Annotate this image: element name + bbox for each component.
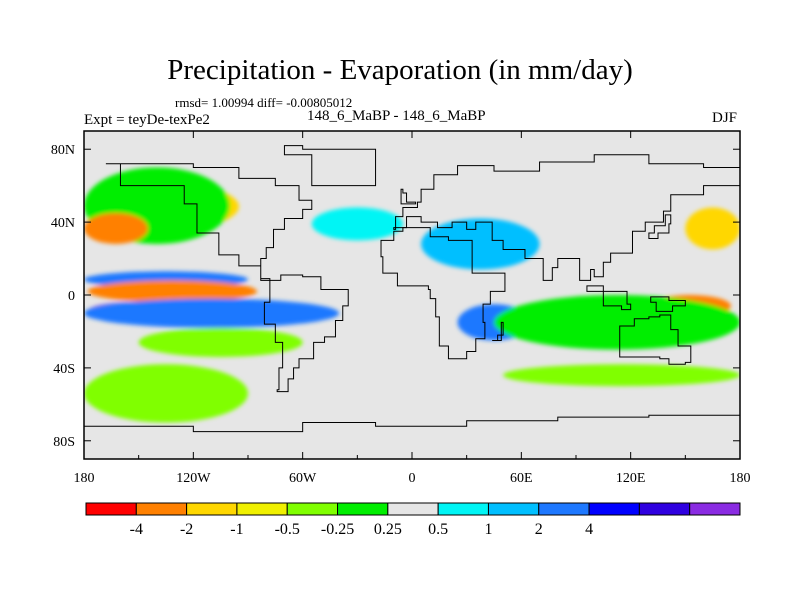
y-tick-label: 40N (51, 216, 75, 231)
x-tick-label: 120W (176, 471, 211, 486)
stats-label: rmsd= 1.00994 diff= -0.00805012 (175, 95, 353, 110)
anomaly-north-pacific-yellow (84, 213, 148, 244)
x-tick-label: 60W (289, 471, 317, 486)
colorbar-swatch (186, 502, 238, 516)
coastline-10 (648, 214, 672, 240)
colorbar-label: 0.25 (374, 521, 402, 538)
colorbar-swatch (638, 502, 691, 516)
colorbar: -4 -2 -1 -0.5 -0.25 0.25 0.5 1 2 4 (85, 502, 741, 538)
colorbar-label: 1 (484, 521, 492, 538)
y-tick-label: 40S (53, 362, 75, 377)
colorbar-swatch (135, 502, 188, 516)
anomaly-west-pacific-green (494, 295, 740, 350)
colorbar-swatch (337, 502, 389, 516)
colorbar-swatch (286, 502, 339, 516)
y-tick-label: 0 (68, 289, 75, 304)
coastline-layer (84, 145, 740, 459)
y-axis: 80N 40N 0 40S 80S (51, 143, 740, 450)
x-tick-label: 180 (730, 471, 751, 486)
coastline-6 (283, 145, 377, 187)
anomaly-south-equatorial-pacific-blue (84, 298, 340, 328)
coastline-8 (586, 285, 632, 311)
coastline-11 (400, 188, 417, 205)
chart-title: Precipitation - Evaporation (in mm/day) (167, 54, 633, 86)
colorbar-label: 2 (535, 521, 543, 538)
experiment-label: Expt = teyDe-texPe2 (84, 112, 210, 128)
coastline-3 (380, 227, 506, 360)
coastline-7 (492, 321, 504, 342)
coastline-2 (393, 154, 740, 281)
colorbar-label: -0.5 (275, 521, 300, 538)
season-label: DJF (712, 110, 738, 126)
colorbar-swatch (387, 502, 439, 516)
coastline-4 (619, 314, 692, 365)
colorbar-swatch (437, 502, 489, 516)
x-axis: 180 120W 60W 0 60E 120E 180 (74, 131, 751, 486)
center-subtitle: 148_6_MaBP - 148_6_MaBP (307, 108, 486, 124)
x-tick-label: 0 (409, 471, 416, 486)
colorbar-swatch (85, 502, 137, 516)
x-tick-label: 60E (510, 471, 533, 486)
coastline-0 (105, 163, 313, 281)
x-tick-label: 180 (74, 471, 95, 486)
coastline-5 (84, 414, 740, 459)
coastline-9 (650, 296, 686, 312)
y-tick-label: 80N (51, 143, 75, 158)
colorbar-swatch (689, 502, 741, 516)
anomaly-field-layer (84, 167, 740, 423)
colorbar-label: -4 (130, 521, 143, 538)
anomaly-north-atlantic-cyan (311, 207, 403, 241)
colorbar-swatch (538, 502, 590, 516)
anomaly-europe-asia-blue (421, 218, 540, 270)
colorbar-swatch (236, 502, 288, 516)
colorbar-label: -2 (180, 521, 193, 538)
colorbar-label: 4 (585, 521, 593, 538)
colorbar-swatch (588, 502, 640, 516)
anomaly-southern-ocean-band (84, 364, 248, 423)
anomaly-southern-indian-band (503, 364, 740, 387)
anomaly-south-pacific-convergence (138, 327, 303, 357)
anomaly-north-west-pacific-yellow (685, 207, 740, 250)
coastline-1 (263, 274, 349, 393)
colorbar-label: -1 (230, 521, 243, 538)
colorbar-label: 0.5 (428, 521, 448, 538)
colorbar-label: -0.25 (321, 521, 354, 538)
colorbar-swatch (487, 502, 540, 516)
anomaly-equatorial-pacific-orange (87, 280, 258, 303)
y-tick-label: 80S (53, 435, 75, 450)
x-tick-label: 120E (616, 471, 646, 486)
